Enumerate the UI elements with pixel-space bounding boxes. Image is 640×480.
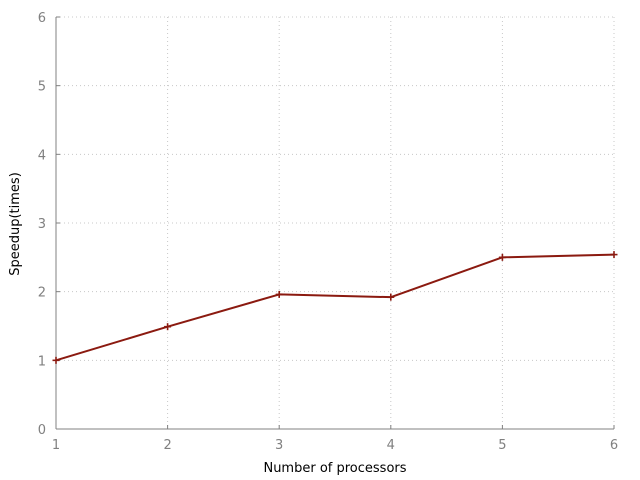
series-polyline [55, 253, 615, 362]
y-axis-title: Speedup(times) [8, 172, 23, 276]
x-tick-label: 2 [163, 438, 171, 453]
x-tick-label: 4 [387, 438, 395, 453]
y-tick-label: 6 [38, 11, 46, 26]
data-point-marker [387, 293, 395, 301]
series-line [52, 251, 618, 364]
x-tick-label: 6 [610, 438, 618, 453]
data-point-marker [275, 290, 283, 298]
y-tick-label: 2 [38, 286, 46, 301]
x-tick-label: 1 [52, 438, 60, 453]
y-tick-label: 4 [38, 148, 46, 163]
x-axis-title: Number of processors [263, 461, 406, 476]
x-tick-label: 3 [275, 438, 283, 453]
x-tick-label: 5 [498, 438, 506, 453]
data-point-marker [610, 251, 618, 259]
y-tick-label: 0 [38, 423, 46, 438]
data-point-marker [52, 356, 60, 364]
axes [55, 16, 615, 430]
y-tick-label: 5 [38, 80, 46, 95]
grid-lines [56, 16, 615, 429]
data-point-marker [498, 253, 506, 261]
y-tick-label: 1 [38, 354, 46, 369]
data-point-marker [164, 323, 172, 331]
y-tick-label: 3 [38, 217, 46, 232]
